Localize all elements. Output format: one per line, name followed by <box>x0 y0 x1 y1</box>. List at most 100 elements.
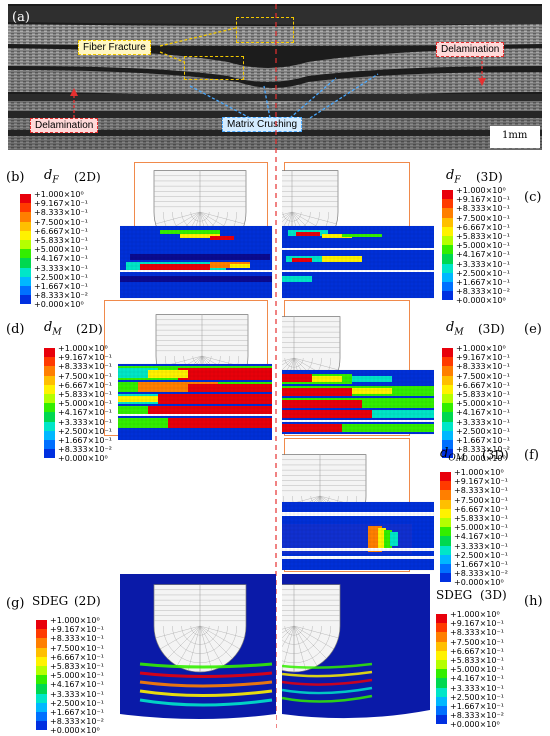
legend-swatch <box>442 217 453 227</box>
fe-panel-b <box>120 170 273 299</box>
panel-a-letter: (a) <box>12 10 30 25</box>
legend-swatch <box>44 375 55 385</box>
legend-value: +6.667×10⁻¹ <box>454 504 508 514</box>
legend-swatch <box>442 412 453 422</box>
panel-h-mode: (3D) <box>480 588 507 602</box>
legend-swatch <box>442 421 453 431</box>
legend-swatch <box>442 366 453 376</box>
fe-panel-e <box>282 316 434 435</box>
legend-swatch <box>440 527 451 537</box>
legend-value: +9.167×10⁻¹ <box>34 199 88 209</box>
legend-value: +2.500×10⁻¹ <box>34 272 88 282</box>
fiber-fracture-box-top <box>236 17 294 43</box>
delamination-right-label: Delamination <box>436 42 505 57</box>
panel-d-mode: (2D) <box>76 322 103 336</box>
legend-swatch <box>442 394 453 404</box>
legend-value: +8.333×10⁻¹ <box>34 208 88 218</box>
panel-e-variable: dM <box>446 320 464 338</box>
panel-e-mode: (3D) <box>478 322 505 336</box>
legend-swatch <box>436 641 447 651</box>
legend-swatch <box>44 449 55 459</box>
legend-value: +1.000×10⁰ <box>454 468 504 477</box>
legend-value: +6.667×10⁻¹ <box>456 222 510 232</box>
legend-value: +5.833×10⁻¹ <box>58 390 112 399</box>
legend-value: +3.333×10⁻¹ <box>456 417 510 427</box>
legend-value: +0.000×10⁰ <box>34 300 84 310</box>
legend-value: +8.333×10⁻² <box>58 445 112 455</box>
legend-value: +5.000×10⁻¹ <box>450 665 504 675</box>
panel-e-letter: (e) <box>524 322 542 337</box>
legend-swatch <box>20 267 31 277</box>
legend-swatch <box>440 573 451 583</box>
legend-value: +8.333×10⁻¹ <box>456 204 510 214</box>
legend-swatch <box>20 194 31 204</box>
legend-value: +7.500×10⁻¹ <box>450 637 504 647</box>
legend-value: +6.667×10⁻¹ <box>450 646 504 656</box>
callout-leaders <box>70 27 486 119</box>
legend-swatch <box>442 357 453 367</box>
legend-swatch <box>44 357 55 367</box>
legend-swatch <box>436 706 447 716</box>
legend-swatch <box>436 632 447 642</box>
legend-swatch <box>44 403 55 413</box>
legend-swatch <box>20 286 31 296</box>
legend-swatch <box>36 666 47 676</box>
legend-swatch <box>436 650 447 660</box>
panel-d-letter: (d) <box>6 322 25 337</box>
legend-value: +7.500×10⁻¹ <box>58 371 112 381</box>
legend-swatch <box>36 620 47 630</box>
legend-value: +8.333×10⁻² <box>50 717 104 727</box>
legend-value: +1.667×10⁻¹ <box>50 708 104 717</box>
legend-value: +9.167×10⁻¹ <box>456 195 510 205</box>
legend-swatch <box>440 564 451 574</box>
legend-value: +9.167×10⁻¹ <box>50 625 104 635</box>
legend-value: +1.000×10⁰ <box>34 190 84 199</box>
legend-value: +9.167×10⁻¹ <box>454 477 508 487</box>
legend-swatch <box>442 245 453 255</box>
legend-value: +8.333×10⁻¹ <box>456 362 510 372</box>
legend-value: +1.667×10⁻¹ <box>456 278 510 287</box>
panel-g-mode: (2D) <box>74 594 101 608</box>
fe-panel-f <box>282 454 434 571</box>
legend-swatch <box>20 276 31 286</box>
legend-swatch <box>442 440 453 450</box>
legend-value: +7.500×10⁻¹ <box>50 643 104 653</box>
legend-value: +2.500×10⁻¹ <box>456 268 510 278</box>
legend-value: +8.333×10⁻² <box>450 711 504 721</box>
legend-swatch <box>440 472 451 482</box>
legend-swatch <box>436 669 447 679</box>
legend-value: +8.333×10⁻² <box>456 287 510 297</box>
legend-swatch <box>36 656 47 666</box>
legend-value: +4.167×10⁻¹ <box>454 532 508 542</box>
legend-swatch <box>440 554 451 564</box>
panel-c-letter: (c) <box>524 190 542 205</box>
legend-swatch <box>442 236 453 246</box>
legend-swatch <box>20 258 31 268</box>
legend-value: +5.000×10⁻¹ <box>58 399 112 409</box>
legend-value: +0.000×10⁰ <box>58 454 108 464</box>
legend-swatch <box>440 499 451 509</box>
legend-swatch <box>442 208 453 218</box>
panel-c-mode: (3D) <box>476 170 503 184</box>
legend-value: +4.167×10⁻¹ <box>456 250 510 260</box>
legend-value: +1.667×10⁻¹ <box>58 436 112 445</box>
legend-value: +8.333×10⁻¹ <box>450 628 504 638</box>
legend-swatch <box>20 221 31 231</box>
legend-value: +9.167×10⁻¹ <box>58 353 112 363</box>
legend-swatch <box>44 440 55 450</box>
legend-swatch <box>436 696 447 706</box>
legend-swatch <box>36 647 47 657</box>
micrograph-layers <box>8 4 542 150</box>
fe-panel-c <box>282 170 434 299</box>
legend-value: +5.000×10⁻¹ <box>454 523 508 533</box>
legend-swatch <box>440 481 451 491</box>
legend-value: +0.000×10⁰ <box>456 296 506 306</box>
legend-swatch <box>442 272 453 282</box>
legend-swatch <box>36 675 47 685</box>
legend-value: +2.500×10⁻¹ <box>450 692 504 702</box>
legend-value: +3.333×10⁻¹ <box>34 263 88 273</box>
legend-value: +0.000×10⁰ <box>454 578 504 588</box>
legend-value: +8.333×10⁻² <box>34 291 88 301</box>
legend-swatch <box>44 394 55 404</box>
legend-swatch <box>44 384 55 394</box>
